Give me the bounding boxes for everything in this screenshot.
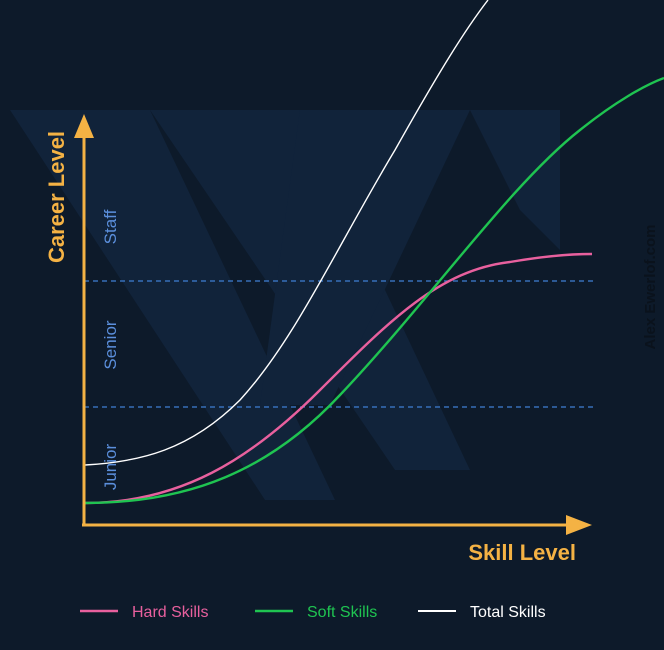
legend-label-hard-skills: Hard Skills [132, 604, 208, 621]
legend-label-soft-skills: Soft Skills [307, 604, 377, 621]
level-label-staff: Staff [101, 209, 120, 244]
x-axis-title: Skill Level [468, 540, 576, 565]
credit-watermark: Alex Ewerlof.com [642, 224, 659, 349]
x-axis-arrow [566, 515, 592, 535]
legend: Hard Skills Soft Skills Total Skills [80, 604, 546, 621]
y-axis-title: Career Level [44, 131, 69, 263]
series-line-hard-skills [84, 252, 593, 505]
axes [74, 114, 592, 535]
level-label-senior: Senior [101, 320, 120, 369]
level-label-junior: Junior [101, 444, 120, 491]
series-line-soft-skills [84, 76, 664, 505]
legend-label-total-skills: Total Skills [470, 604, 546, 621]
background-watermark [10, 110, 560, 500]
series-line-total-skills [84, 0, 489, 466]
y-axis-arrow [74, 114, 94, 138]
